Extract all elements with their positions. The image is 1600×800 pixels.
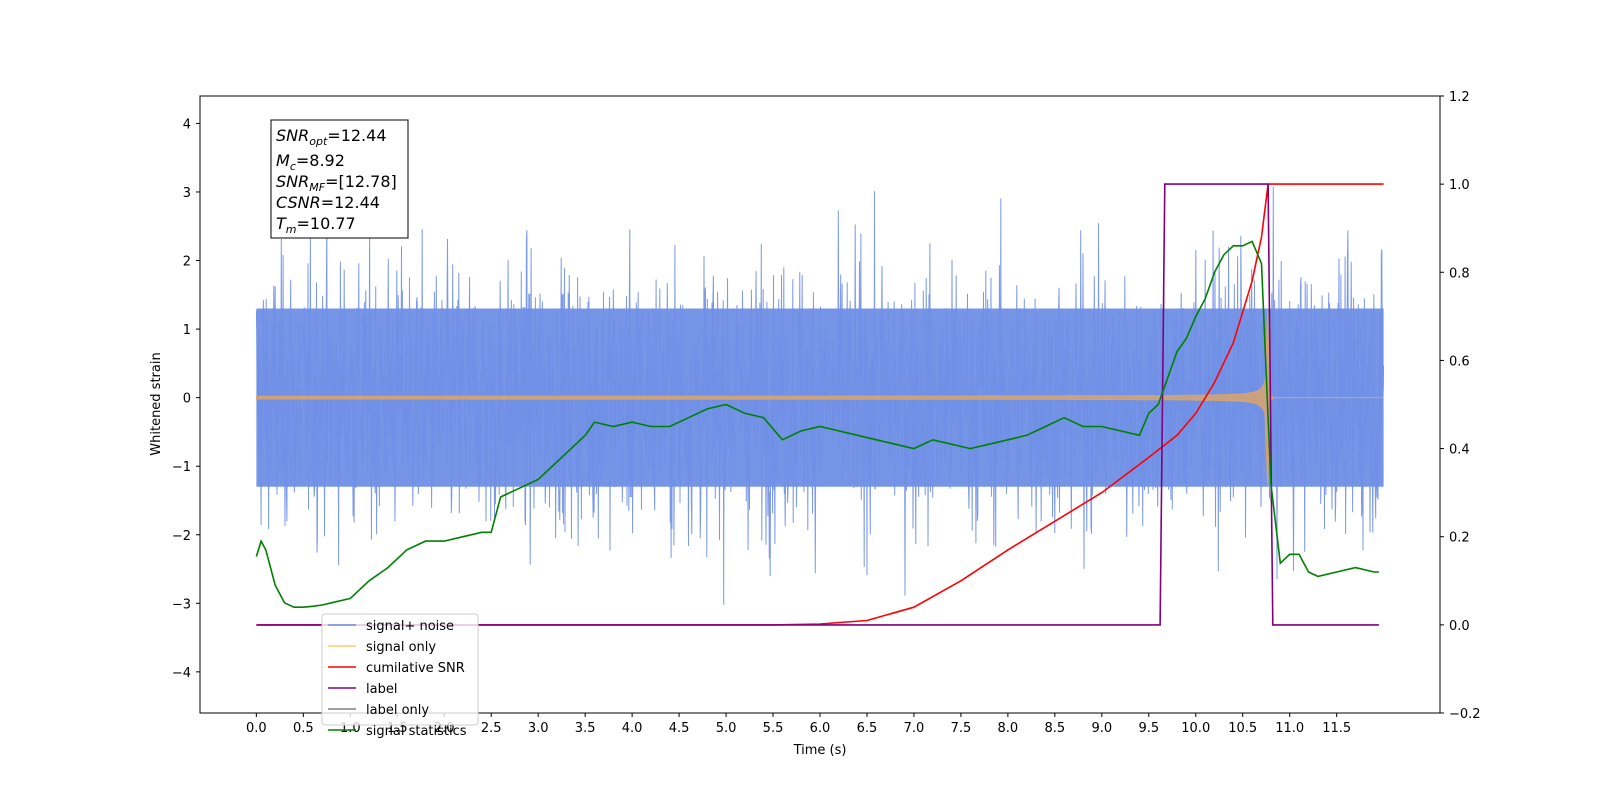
annotation-snr-mf: SNRMF=[12.78] <box>276 172 397 194</box>
legend-label: label <box>366 682 397 697</box>
x-tick-label: 11.5 <box>1322 721 1351 736</box>
series-label <box>256 183 1379 626</box>
x-tick-label: 7.5 <box>951 721 972 736</box>
y-tick-label: −4 <box>172 666 191 681</box>
x-tick-label: 4.5 <box>669 721 690 736</box>
x-tick-label: 5.5 <box>763 721 784 736</box>
series-signal-only <box>255 308 1274 488</box>
y-tick-label: 1 <box>183 323 191 338</box>
plot-area <box>255 183 1385 626</box>
y2-tick-label: 1.2 <box>1449 90 1470 105</box>
x-tick-label: 9.0 <box>1091 721 1112 736</box>
x-tick-label: 8.0 <box>998 721 1019 736</box>
annotation-snr-opt: SNRopt=12.44 <box>276 126 387 148</box>
x-tick-label: 8.5 <box>1045 721 1066 736</box>
y-tick-label: 3 <box>183 186 191 201</box>
y2-tick-label: 0.4 <box>1449 443 1470 458</box>
annotation-box: SNRopt=12.44 Mc=8.92 SNRMF=[12.78] CSNR=… <box>270 119 409 239</box>
x-tick-label: 7.0 <box>904 721 925 736</box>
y-tick-label: −2 <box>172 529 191 544</box>
x-tick-label: 4.0 <box>622 721 643 736</box>
x-tick-label: 10.0 <box>1181 721 1210 736</box>
legend: signal+ noise signal only cumilative SNR la… <box>321 613 479 739</box>
x-tick-label: 5.0 <box>716 721 737 736</box>
x-tick-label: 6.0 <box>810 721 831 736</box>
legend-label: signal statistics <box>366 724 467 739</box>
y2-tick-label: 1.0 <box>1449 178 1470 193</box>
y-tick-label: 0 <box>183 392 191 407</box>
legend-label: cumilative SNR <box>366 661 465 676</box>
y-axis-label: Whitened strain <box>149 352 164 455</box>
legend-label: signal+ noise <box>366 619 454 634</box>
y2-tick-label: 0.0 <box>1449 619 1470 634</box>
y2-tick-label: −0.2 <box>1449 707 1481 722</box>
legend-label: signal only <box>366 640 436 655</box>
annotation-frame <box>270 119 409 239</box>
legend-frame <box>321 613 479 726</box>
x-tick-label: 0.0 <box>246 721 267 736</box>
x-tick-label: 6.5 <box>857 721 878 736</box>
y-axis-left: 4 3 2 1 0 −1 −2 −3 −4 <box>172 117 200 681</box>
annotation-mc: Mc=8.92 <box>276 151 345 173</box>
y2-tick-label: 0.8 <box>1449 266 1470 281</box>
y-tick-label: −3 <box>172 597 191 612</box>
annotation-csnr: CSNR=12.44 <box>276 193 380 212</box>
legend-label: label only <box>366 703 429 718</box>
x-tick-label: 11.0 <box>1275 721 1304 736</box>
x-tick-label: 0.5 <box>293 721 314 736</box>
series-cumulative-snr <box>256 183 1384 626</box>
y-axis-right: 1.2 1.0 0.8 0.6 0.4 0.2 0.0 −0.2 <box>1440 90 1481 722</box>
y2-tick-label: 0.2 <box>1449 531 1470 546</box>
y-tick-label: 2 <box>183 255 191 270</box>
x-tick-label: 10.5 <box>1228 721 1257 736</box>
x-tick-label: 3.0 <box>528 721 549 736</box>
y-tick-label: −1 <box>172 460 191 475</box>
y-tick-label: 4 <box>183 117 191 132</box>
x-tick-label: 2.5 <box>481 721 502 736</box>
annotation-tm: Tm=10.77 <box>276 214 356 236</box>
series-signal-statistics <box>255 240 1379 608</box>
y2-tick-label: 0.6 <box>1449 354 1470 369</box>
x-tick-label: 3.5 <box>575 721 596 736</box>
x-axis-label: Time (s) <box>793 743 847 758</box>
x-tick-label: 9.5 <box>1138 721 1159 736</box>
